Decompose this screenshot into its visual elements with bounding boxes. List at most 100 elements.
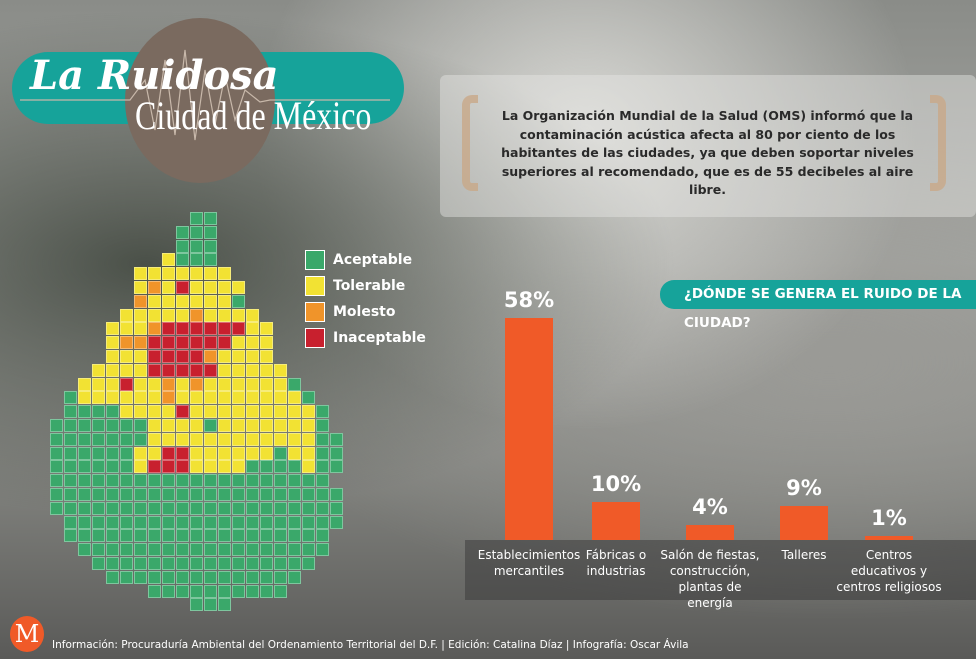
map-cell <box>232 350 245 363</box>
map-cell <box>218 363 231 377</box>
map-cell <box>302 419 315 432</box>
map-cell <box>232 405 245 419</box>
map-cell <box>106 322 119 336</box>
map-cell <box>288 446 301 460</box>
map-cell <box>246 322 259 336</box>
map-cell <box>218 391 231 405</box>
map-cell <box>148 432 161 446</box>
category-label: Centros educativos y centros religiosos <box>836 548 942 594</box>
map-cell <box>246 474 259 488</box>
map-cell <box>64 515 77 529</box>
map-cell <box>162 557 175 570</box>
map-cell <box>204 598 217 612</box>
bar <box>505 318 553 540</box>
map-cell <box>316 529 329 543</box>
map-cell <box>148 543 161 557</box>
map-cell <box>190 501 203 515</box>
category-label: Talleres <box>781 548 827 562</box>
map-cell <box>274 543 287 557</box>
map-cell <box>246 529 259 543</box>
map-cell <box>120 570 133 584</box>
legend-label: Molesto <box>333 304 396 320</box>
map-cell <box>274 515 287 529</box>
map-cell <box>148 584 161 598</box>
map-cell <box>246 419 259 432</box>
map-cell <box>288 419 301 432</box>
map-cell <box>134 336 147 350</box>
map-cell <box>78 488 91 501</box>
map-cell <box>50 488 63 501</box>
map-cell <box>274 557 287 570</box>
map-cell <box>162 253 175 267</box>
map-cell <box>50 432 63 446</box>
map-cell <box>204 239 217 253</box>
sound-wave-circle <box>125 18 275 183</box>
map-cell <box>162 322 175 336</box>
map-cell <box>64 488 77 501</box>
map-cell <box>120 322 133 336</box>
map-cell <box>134 432 147 446</box>
map-cell <box>92 557 105 570</box>
map-cell <box>134 322 147 336</box>
map-cell <box>190 267 203 281</box>
map-cell <box>232 419 245 432</box>
map-cell <box>232 377 245 391</box>
map-cell <box>148 570 161 584</box>
map-cell <box>176 529 189 543</box>
map-cell <box>176 557 189 570</box>
map-cell <box>190 598 203 612</box>
map-cell <box>232 363 245 377</box>
map-cell <box>316 543 329 557</box>
map-cell <box>106 570 119 584</box>
category-label: Establecimientos mercantiles <box>477 548 581 578</box>
map-cell <box>106 391 119 405</box>
map-cell <box>232 529 245 543</box>
map-cell <box>302 474 315 488</box>
map-cell <box>176 446 189 460</box>
category-label: Fábricas o industrias <box>585 548 647 578</box>
chart-title: ¿DÓNDE SE GENERA EL RUIDO DE LA CIUDAD? <box>660 280 976 331</box>
map-cell <box>260 543 273 557</box>
map-cell <box>316 419 329 432</box>
map-cell <box>78 432 91 446</box>
map-cell <box>162 432 175 446</box>
map-cell <box>148 446 161 460</box>
map-cell <box>204 488 217 501</box>
map-cell <box>302 391 315 405</box>
map-cell <box>204 501 217 515</box>
legend-swatch <box>305 276 325 296</box>
map-cell <box>260 460 273 474</box>
map-cell <box>190 405 203 419</box>
map-cell <box>120 391 133 405</box>
map-cell <box>288 557 301 570</box>
map-cell <box>218 336 231 350</box>
map-cell <box>260 474 273 488</box>
map-cell <box>232 501 245 515</box>
map-cell <box>204 253 217 267</box>
legend-item: Tolerable <box>305 276 405 296</box>
title-line2: Ciudad de México <box>135 93 372 138</box>
map-cell <box>204 336 217 350</box>
map-cell <box>218 322 231 336</box>
map-cell <box>316 488 329 501</box>
bar-value-label: 9% <box>786 475 822 500</box>
category-band <box>465 540 976 600</box>
map-cell <box>316 460 329 474</box>
map-cell <box>78 515 91 529</box>
map-cell <box>64 474 77 488</box>
legend-swatch <box>305 302 325 322</box>
map-cell <box>92 432 105 446</box>
map-cell <box>148 460 161 474</box>
map-cell <box>148 363 161 377</box>
map-cell <box>232 294 245 308</box>
map-cell <box>120 446 133 460</box>
map-cell <box>218 281 231 294</box>
map-cell <box>218 529 231 543</box>
map-cell <box>120 460 133 474</box>
map-cell <box>302 432 315 446</box>
map-cell <box>218 501 231 515</box>
map-cell <box>78 543 91 557</box>
map-cell <box>204 391 217 405</box>
map-cell <box>190 488 203 501</box>
footer-credits: Información: Procuraduría Ambiental del … <box>52 639 689 651</box>
